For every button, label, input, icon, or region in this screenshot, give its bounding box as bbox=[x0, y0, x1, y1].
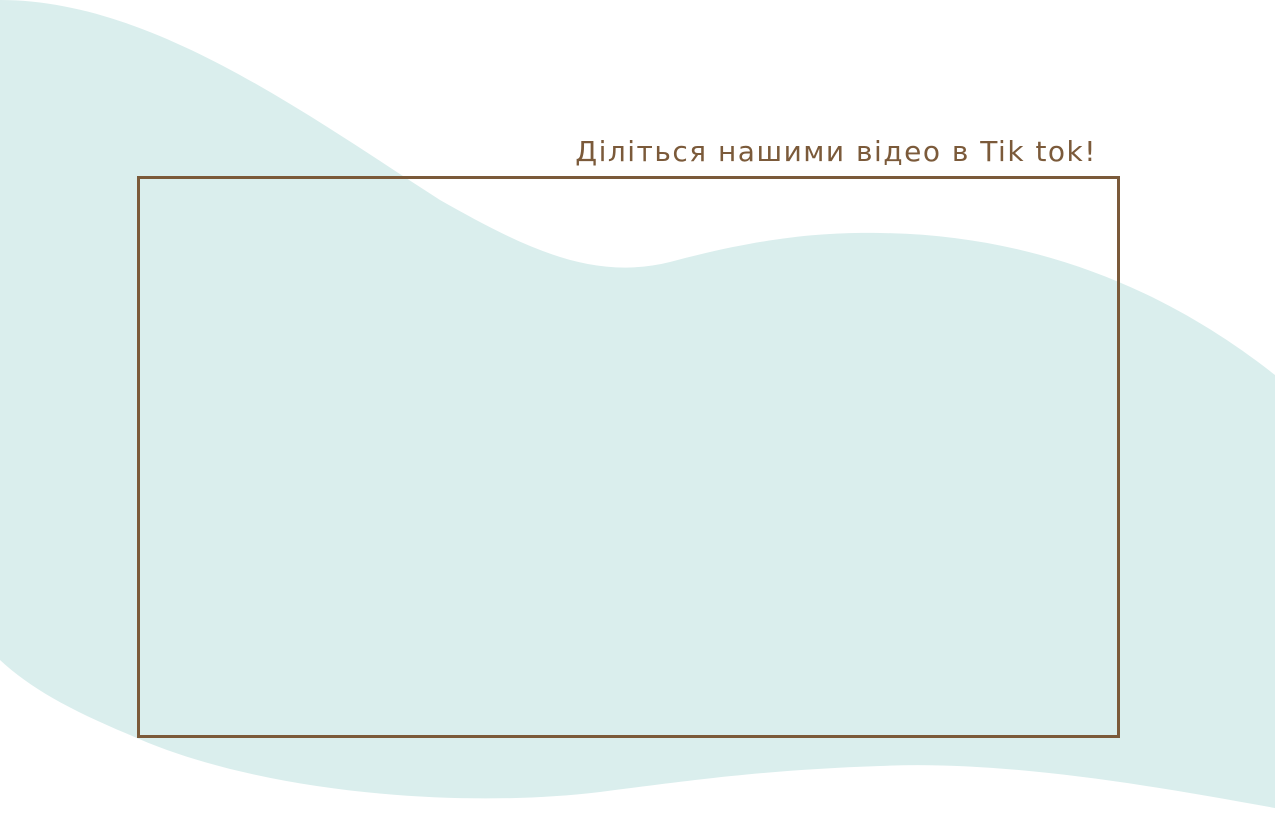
section-title: Діліться нашими відео в Tik tok! bbox=[575, 135, 1097, 168]
video-embed-frame[interactable] bbox=[137, 176, 1120, 738]
